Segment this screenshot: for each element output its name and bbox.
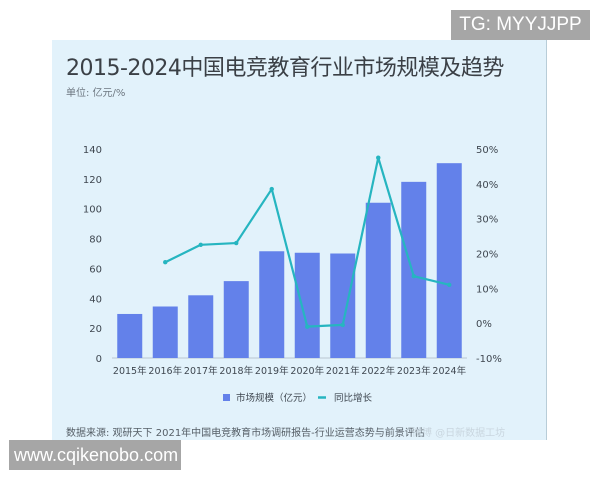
watermark-top: TG: MYYJJPP — [451, 10, 590, 40]
growth-point — [447, 282, 452, 288]
growth-point — [163, 260, 168, 265]
y-right-tick-label: -10% — [476, 354, 502, 365]
x-tick-label: 2018年 — [219, 365, 253, 377]
y-right-tick-label: 50% — [476, 145, 498, 156]
y-left-tick-label: 0 — [96, 354, 102, 365]
bar — [401, 181, 427, 358]
bar — [330, 253, 356, 358]
x-tick-label: 2023年 — [397, 365, 431, 377]
growth-point — [305, 324, 310, 329]
y-left-tick-label: 80 — [89, 235, 102, 246]
watermark-bottom: www.cqikenobo.com — [9, 440, 181, 470]
legend-bar-swatch — [223, 394, 230, 401]
growth-point — [376, 155, 381, 160]
x-tick-label: 2017年 — [184, 365, 218, 377]
chart-title: 2015-2024中国电竞教育行业市场规模及趋势 — [66, 56, 504, 81]
y-left-tick-label: 40 — [89, 294, 102, 305]
y-right-tick-label: 10% — [476, 284, 498, 295]
growth-point — [269, 186, 274, 192]
chart-panel — [52, 40, 547, 440]
y-right-tick-label: 30% — [476, 215, 498, 226]
legend-bar-label: 市场规模（亿元） — [236, 392, 312, 404]
bar — [365, 202, 391, 358]
x-tick-label: 2024年 — [432, 365, 466, 377]
y-left-tick-label: 140 — [83, 145, 102, 156]
bar — [223, 281, 249, 358]
bar — [294, 252, 320, 358]
bar — [188, 295, 214, 358]
bar — [117, 313, 143, 358]
source-note: 数据来源: 观研天下 2021年中国电竞教育市场调研报告-行业运营态势与前景评估 — [66, 428, 425, 439]
x-tick-label: 2021年 — [326, 365, 360, 377]
x-tick-label: 2022年 — [361, 365, 395, 377]
bar — [436, 163, 462, 358]
growth-point — [411, 273, 416, 279]
x-tick-label: 2020年 — [290, 365, 324, 377]
growth-point — [234, 240, 239, 246]
y-left-tick-label: 100 — [83, 205, 102, 216]
x-tick-label: 2016年 — [148, 365, 182, 377]
x-tick-label: 2015年 — [113, 365, 147, 377]
legend-line-label: 同比增长 — [334, 392, 373, 404]
bar — [259, 251, 285, 358]
y-right-tick-label: 40% — [476, 180, 498, 191]
growth-point — [340, 322, 345, 328]
weibo-watermark: 微博 @日新数据工坊 — [412, 428, 506, 439]
growth-point — [198, 242, 203, 247]
y-left-tick-label: 20 — [89, 324, 102, 335]
y-right-tick-label: 20% — [476, 250, 498, 261]
y-left-tick-label: 60 — [89, 264, 102, 275]
chart-subtitle: 单位: 亿元/% — [66, 88, 126, 99]
y-right-tick-label: 0% — [476, 319, 492, 330]
x-tick-label: 2019年 — [255, 365, 289, 377]
y-left-tick-label: 120 — [83, 175, 102, 186]
bar — [152, 306, 178, 358]
